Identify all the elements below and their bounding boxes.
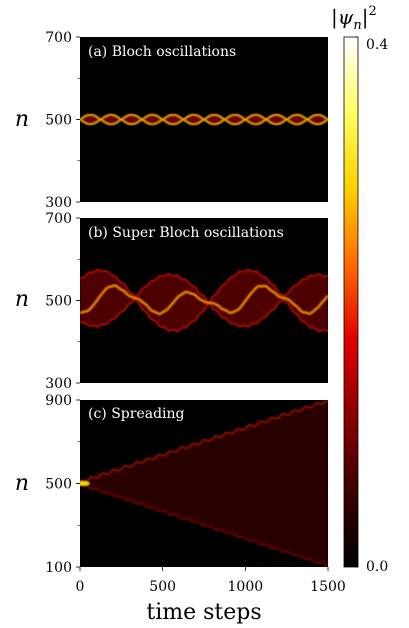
panel-heatmap-traces bbox=[80, 400, 328, 567]
spreading-upper-edge bbox=[80, 400, 328, 483]
colorbar-max-label: 0.4 bbox=[366, 37, 388, 53]
panel-heatmap-traces bbox=[80, 113, 328, 126]
y-tick-label: 500 bbox=[45, 294, 72, 310]
panel-c-heatmap bbox=[80, 400, 328, 567]
colorbar: 0.4 0.0 |ψn|2 bbox=[331, 4, 388, 575]
y-tick-label: 500 bbox=[45, 113, 72, 129]
panel-heatmap-traces bbox=[80, 268, 328, 332]
panel-b-heatmap bbox=[80, 268, 328, 332]
panel-a: 700 500 300 (a) Bloch oscillations n bbox=[15, 30, 328, 211]
colorbar-label-sup: 2 bbox=[369, 4, 377, 19]
spreading-lower-edge bbox=[80, 484, 328, 567]
panel-b-ylabel: n bbox=[15, 287, 29, 312]
y-tick-label: 300 bbox=[45, 195, 72, 211]
x-axis-label: time steps bbox=[146, 600, 261, 625]
panel-c-ylabel: n bbox=[15, 471, 29, 496]
spreading-initial-spot bbox=[80, 481, 90, 486]
colorbar-label-psi: |ψ bbox=[331, 5, 354, 30]
colorbar-label-sub: n bbox=[353, 18, 361, 33]
panel-c-title: (c) Spreading bbox=[88, 406, 185, 422]
panel-b: 700 500 300 (b) Super Bloch oscillations n bbox=[15, 211, 328, 392]
y-tick-label: 100 bbox=[45, 560, 72, 576]
colorbar-min-label: 0.0 bbox=[366, 559, 388, 575]
y-tick-label: 900 bbox=[45, 393, 72, 409]
super-bloch-upper-edge bbox=[80, 268, 328, 304]
panel-a-title: (a) Bloch oscillations bbox=[88, 44, 236, 60]
super-bloch-bright-ridge bbox=[80, 284, 328, 315]
x-tick-label: 1500 bbox=[310, 579, 346, 595]
panel-a-yticks: 700 500 300 bbox=[45, 30, 80, 211]
x-axis: 0 500 1000 1500 bbox=[76, 567, 346, 595]
x-tick-label: 0 bbox=[76, 579, 85, 595]
spreading-cone bbox=[80, 400, 328, 567]
panel-c-yticks: 900 500 100 bbox=[45, 393, 80, 576]
panel-a-heatmap bbox=[80, 113, 328, 126]
panel-c: 900 500 100 (c) Spreading n bbox=[15, 393, 328, 576]
super-bloch-lower-edge bbox=[80, 298, 328, 332]
bloch-lower-edge bbox=[80, 118, 328, 126]
colorbar-label: |ψn|2 bbox=[331, 4, 377, 33]
panel-b-title: (b) Super Bloch oscillations bbox=[88, 225, 284, 241]
y-tick-label: 700 bbox=[45, 211, 72, 227]
panel-b-yticks: 700 500 300 bbox=[45, 211, 80, 392]
panel-a-ylabel: n bbox=[15, 107, 29, 132]
y-tick-label: 500 bbox=[45, 477, 72, 493]
x-tick-label: 1000 bbox=[228, 579, 264, 595]
y-tick-label: 300 bbox=[45, 376, 72, 392]
y-tick-label: 700 bbox=[45, 30, 72, 46]
x-tick-label: 500 bbox=[149, 579, 176, 595]
colorbar-gradient bbox=[343, 36, 359, 568]
colorbar-label-bar: | bbox=[362, 5, 369, 30]
